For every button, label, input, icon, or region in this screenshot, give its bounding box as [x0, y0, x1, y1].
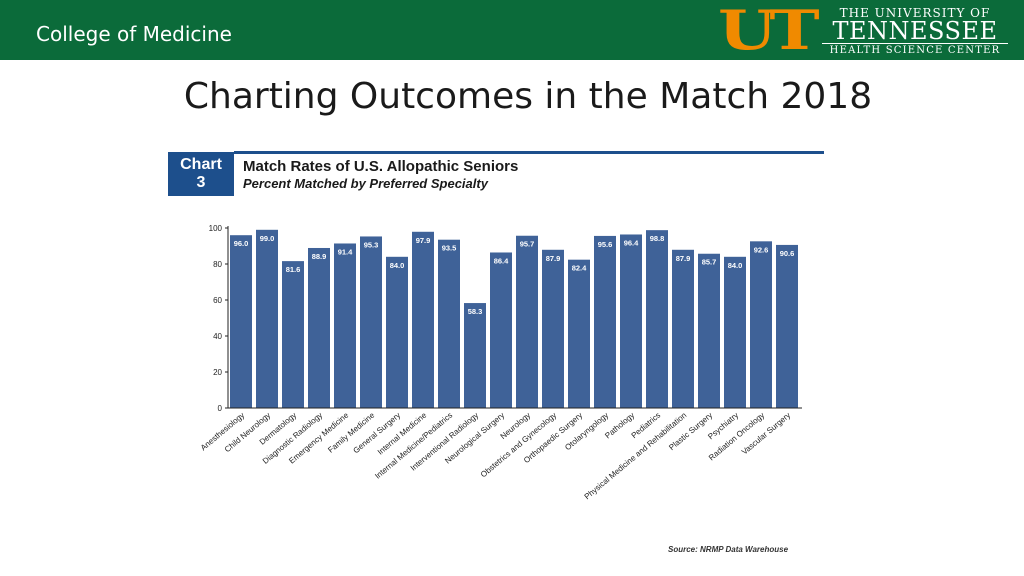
bar-data-label: 84.0 [728, 261, 743, 270]
bar [256, 229, 278, 408]
bar [464, 303, 486, 408]
bar-data-label: 99.0 [260, 234, 275, 243]
chart-subtitle: Percent Matched by Preferred Specialty [243, 176, 488, 191]
bar-data-label: 95.7 [520, 240, 535, 249]
bar-data-label: 98.8 [650, 234, 665, 243]
bar [542, 249, 564, 408]
bar [516, 235, 538, 408]
y-tick-label: 100 [209, 224, 223, 233]
chart-title-rule [234, 151, 824, 154]
logo-line-1: THE UNIVERSITY OF [839, 6, 991, 20]
bar [750, 241, 772, 408]
bar [230, 235, 252, 408]
bar [724, 256, 746, 408]
bar [646, 230, 668, 408]
badge-number: 3 [196, 174, 206, 191]
bar-data-label: 84.0 [390, 261, 405, 270]
y-tick-label: 0 [218, 404, 223, 413]
bar-data-label: 93.5 [442, 244, 457, 253]
y-tick-label: 20 [213, 368, 222, 377]
bar-data-label: 91.4 [338, 247, 353, 256]
bar-data-label: 92.6 [754, 245, 769, 254]
bar [776, 244, 798, 408]
bar-data-label: 95.6 [598, 240, 613, 249]
bar-data-label: 85.7 [702, 258, 717, 267]
x-tick-label: Child Neurology [223, 411, 272, 454]
source-note: Source: NRMP Data Warehouse [668, 545, 789, 554]
header-bar: College of Medicine UT THE UNIVERSITY OF… [0, 0, 1024, 60]
page-title: Charting Outcomes in the Match 2018 [183, 76, 873, 117]
bar-data-label: 95.3 [364, 240, 379, 249]
bar-data-label: 58.3 [468, 307, 483, 316]
bar [438, 239, 460, 408]
bar [360, 236, 382, 408]
bar [386, 256, 408, 408]
bar-data-label: 96.4 [624, 238, 639, 247]
logo-line-2: TENNESSEE [832, 17, 998, 45]
university-logo[interactable]: UT THE UNIVERSITY OF TENNESSEE HEALTH SC… [718, 0, 1010, 62]
bar-data-label: 96.0 [234, 239, 249, 248]
x-tick-label: Anesthesiology [199, 411, 246, 453]
bar [334, 243, 356, 408]
bar [672, 249, 694, 408]
y-tick-label: 80 [213, 260, 222, 269]
bar-data-label: 81.6 [286, 265, 301, 274]
bar [568, 259, 590, 408]
bar-data-label: 88.9 [312, 252, 327, 261]
bar-data-label: 87.9 [676, 254, 691, 263]
bar [282, 261, 304, 408]
chart-title: Match Rates of U.S. Allopathic Seniors [243, 158, 519, 175]
bar [412, 231, 434, 408]
bar [490, 252, 512, 408]
bar [594, 235, 616, 408]
bar-data-label: 87.9 [546, 254, 561, 263]
badge-label: Chart [180, 156, 222, 173]
bar-data-label: 82.4 [572, 264, 587, 273]
bar-data-label: 86.4 [494, 256, 509, 265]
bar [620, 234, 642, 408]
chart-number-badge: Chart 3 [168, 152, 234, 196]
ut-monogram: UT [718, 0, 820, 62]
bar [698, 253, 720, 408]
y-tick-label: 40 [213, 332, 222, 341]
bar-data-label: 97.9 [416, 236, 431, 245]
college-name: College of Medicine [36, 22, 232, 46]
bar [308, 247, 330, 408]
bar-data-label: 90.6 [780, 249, 795, 258]
logo-line-3: HEALTH SCIENCE CENTER [822, 43, 1008, 58]
y-tick-label: 60 [213, 296, 222, 305]
logo-wordmark: THE UNIVERSITY OF TENNESSEE HEALTH SCIEN… [822, 6, 1008, 58]
